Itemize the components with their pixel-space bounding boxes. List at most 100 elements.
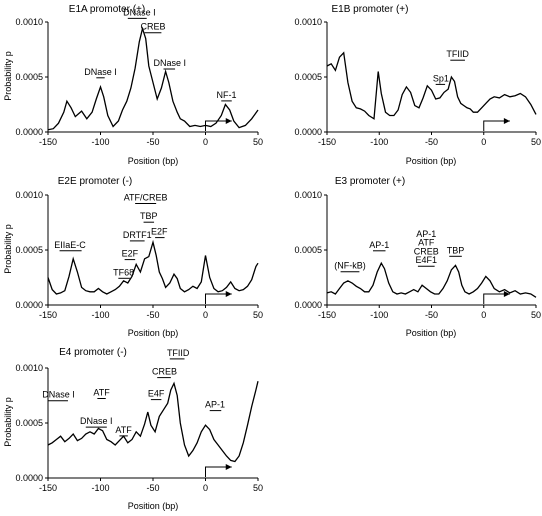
x-tick-label: 50 — [531, 137, 541, 147]
tss-arrowhead — [225, 118, 232, 124]
x-tick-label: 0 — [203, 483, 208, 493]
site-label: E4F — [148, 389, 165, 399]
site-label: E2F — [151, 227, 168, 237]
panel-title: E1B promoter (+) — [332, 4, 409, 15]
x-tick-label: 0 — [203, 137, 208, 147]
panel-e4: E4 promoter (-) -150 -100 -50 0 50 0.0000 0.00… — [3, 347, 263, 511]
plot-area: -150 -100 -50 0 50 0.0000 0.0005 0.0010 EIIaE-C A… — [15, 190, 263, 320]
tss-arrowhead — [225, 464, 232, 470]
panel-e1b: E1B promoter (+) -150 -100 -50 0 50 0.0000 0.0… — [294, 4, 541, 166]
x-tick-label: 0 — [481, 310, 486, 320]
tss-arrow — [205, 466, 232, 477]
site-label: Sp1 — [433, 73, 449, 83]
site-label: TBP — [140, 211, 158, 221]
x-tick-label: 50 — [253, 137, 263, 147]
y-tick-label: 0.0000 — [294, 127, 322, 137]
x-tick-label: -100 — [91, 137, 109, 147]
x-tick-label: -100 — [370, 310, 388, 320]
site-label: EIIaE-C — [54, 240, 86, 250]
probability-curve — [326, 51, 537, 120]
y-tick-label: 0.0005 — [15, 418, 43, 428]
panel-title: E1A promoter (+) — [69, 4, 145, 15]
tss-arrow — [205, 120, 232, 131]
probability-curve — [47, 239, 259, 295]
panel-title: E4 promoter (-) — [59, 347, 127, 358]
y-tick-label: 0.0010 — [294, 190, 322, 200]
x-tick-label: 0 — [481, 137, 486, 147]
site-label: TF68 — [113, 267, 134, 277]
x-tick-label: 50 — [531, 310, 541, 320]
x-tick-label: -100 — [91, 310, 109, 320]
tss-arrowhead — [225, 291, 232, 297]
site-label: TFIID — [167, 348, 190, 358]
probability-curve — [47, 381, 259, 463]
y-tick-label: 0.0000 — [15, 300, 43, 310]
site-label: DNase I — [123, 7, 156, 17]
probability-curve — [326, 261, 537, 298]
y-tick-label: 0.0005 — [15, 72, 43, 82]
site-label: DRTF1 — [123, 230, 152, 240]
site-label: DNase I — [80, 416, 113, 426]
x-tick-label: -100 — [370, 137, 388, 147]
x-tick-label: -50 — [146, 483, 159, 493]
site-label: DNase I — [42, 390, 75, 400]
site-label: AP-1 — [369, 240, 389, 250]
x-tick-label: 0 — [203, 310, 208, 320]
y-tick-label: 0.0010 — [15, 190, 43, 200]
x-tick-label: -150 — [39, 137, 57, 147]
site-label: ATF — [115, 425, 132, 435]
x-tick-label: -50 — [425, 137, 438, 147]
site-label: E2F — [122, 249, 139, 259]
x-tick-label: -150 — [39, 310, 57, 320]
x-tick-label: -50 — [146, 137, 159, 147]
x-axis-label: Position (bp) — [406, 328, 457, 338]
site-label: CREB — [414, 246, 439, 256]
x-tick-label: -150 — [318, 310, 336, 320]
y-axis-label: Probability p — [3, 397, 13, 447]
site-label: AP-1 — [416, 229, 436, 239]
site-label: E4F1 — [416, 255, 438, 265]
probability-curve — [47, 26, 259, 131]
x-axis-label: Position (bp) — [128, 328, 179, 338]
y-tick-label: 0.0010 — [294, 17, 322, 27]
y-tick-label: 0.0010 — [15, 17, 43, 27]
plot-area: -150 -100 -50 0 50 0.0000 0.0005 0.0010 DNase I D… — [15, 7, 263, 147]
plot-area: -150 -100 -50 0 50 0.0000 0.0005 0.0010 (NF-kB) A… — [294, 190, 541, 320]
site-label: DNase I — [154, 58, 187, 68]
site-label: TBP — [447, 245, 465, 255]
site-label: ATF — [93, 388, 110, 398]
x-tick-label: -50 — [425, 310, 438, 320]
x-axis-label: Position (bp) — [128, 501, 179, 511]
y-tick-label: 0.0000 — [15, 127, 43, 137]
y-tick-label: 0.0010 — [15, 363, 43, 373]
site-label: (NF-kB) — [334, 261, 366, 271]
site-label: ATF — [418, 238, 435, 248]
site-label: AP-1 — [205, 400, 225, 410]
y-tick-label: 0.0005 — [294, 72, 322, 82]
y-axis-label: Probability p — [3, 51, 13, 101]
x-tick-label: -150 — [318, 137, 336, 147]
panel-e1a: E1A promoter (+) -150 -100 -50 0 50 0.0000 0.0… — [3, 4, 263, 166]
x-axis-label: Position (bp) — [406, 156, 457, 166]
tss-arrowhead — [503, 291, 510, 297]
x-tick-label: -50 — [146, 310, 159, 320]
panel-title: E2E promoter (-) — [58, 176, 132, 187]
site-label: NF-1 — [217, 90, 237, 100]
tss-arrow — [483, 120, 510, 131]
tss-arrow — [205, 293, 232, 304]
site-label: DNase I — [84, 67, 117, 77]
x-tick-label: -100 — [91, 483, 109, 493]
x-axis-label: Position (bp) — [128, 156, 179, 166]
plot-area: -150 -100 -50 0 50 0.0000 0.0005 0.0010 TFIID Sp1 — [294, 17, 541, 147]
panel-title: E3 promoter (+) — [335, 176, 405, 187]
site-label: ATF/CREB — [124, 193, 168, 203]
x-tick-label: -150 — [39, 483, 57, 493]
site-label: TFIID — [446, 49, 469, 59]
y-tick-label: 0.0000 — [15, 473, 43, 483]
y-tick-label: 0.0000 — [294, 300, 322, 310]
site-label: CREB — [140, 22, 165, 32]
site-label: CREB — [152, 367, 177, 377]
y-axis-label: Probability p — [3, 224, 13, 274]
